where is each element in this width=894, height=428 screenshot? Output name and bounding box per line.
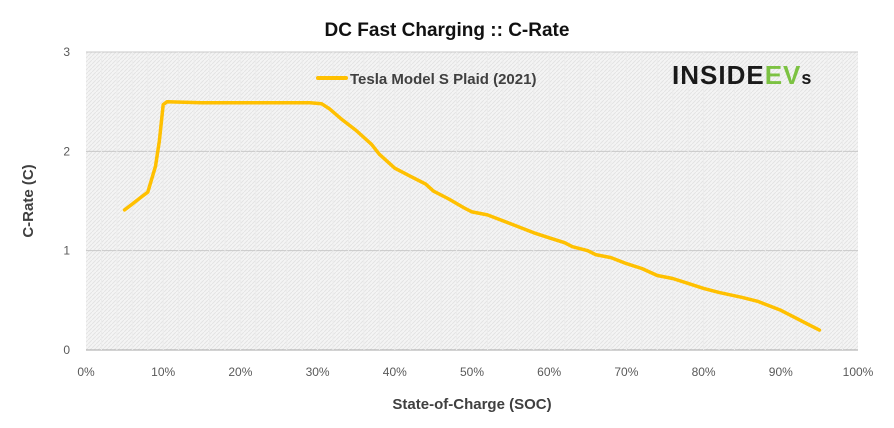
svg-text:INSIDEEVs: INSIDEEVs bbox=[672, 60, 811, 90]
x-axis-title: State-of-Charge (SOC) bbox=[392, 396, 551, 413]
y-tick-label: 2 bbox=[63, 144, 70, 158]
y-tick-label: 0 bbox=[63, 343, 70, 357]
legend: Tesla Model S Plaid (2021) bbox=[316, 71, 536, 88]
x-tick-label: 40% bbox=[383, 365, 407, 379]
x-tick-label: 50% bbox=[460, 365, 484, 379]
x-tick-label: 30% bbox=[306, 365, 330, 379]
chart-title: DC Fast Charging :: C-Rate bbox=[325, 20, 570, 41]
x-axis-tick-labels: 0% 10% 20% 30% 40% 50% 60% 70% 80% 90% 100% bbox=[77, 365, 873, 379]
x-tick-label: 70% bbox=[614, 365, 638, 379]
x-tick-label: 60% bbox=[537, 365, 561, 379]
x-tick-label: 100% bbox=[843, 365, 874, 379]
x-tick-label: 0% bbox=[77, 365, 95, 379]
insideevs-logo: INSIDEEVs bbox=[672, 60, 811, 90]
legend-label-tesla: Tesla Model S Plaid (2021) bbox=[350, 71, 536, 88]
x-tick-label: 10% bbox=[151, 365, 175, 379]
y-axis-tick-labels: 0 1 2 3 bbox=[63, 45, 70, 357]
y-axis-title: C-Rate (C) bbox=[20, 164, 37, 237]
y-tick-label: 1 bbox=[63, 244, 70, 258]
x-tick-label: 20% bbox=[228, 365, 252, 379]
x-tick-label: 80% bbox=[692, 365, 716, 379]
y-tick-label: 3 bbox=[63, 45, 70, 59]
series-line-tesla-model-s-plaid bbox=[122, 99, 822, 332]
series-layer bbox=[122, 99, 822, 332]
x-tick-label: 90% bbox=[769, 365, 793, 379]
vertical-gridlines bbox=[100, 52, 844, 350]
